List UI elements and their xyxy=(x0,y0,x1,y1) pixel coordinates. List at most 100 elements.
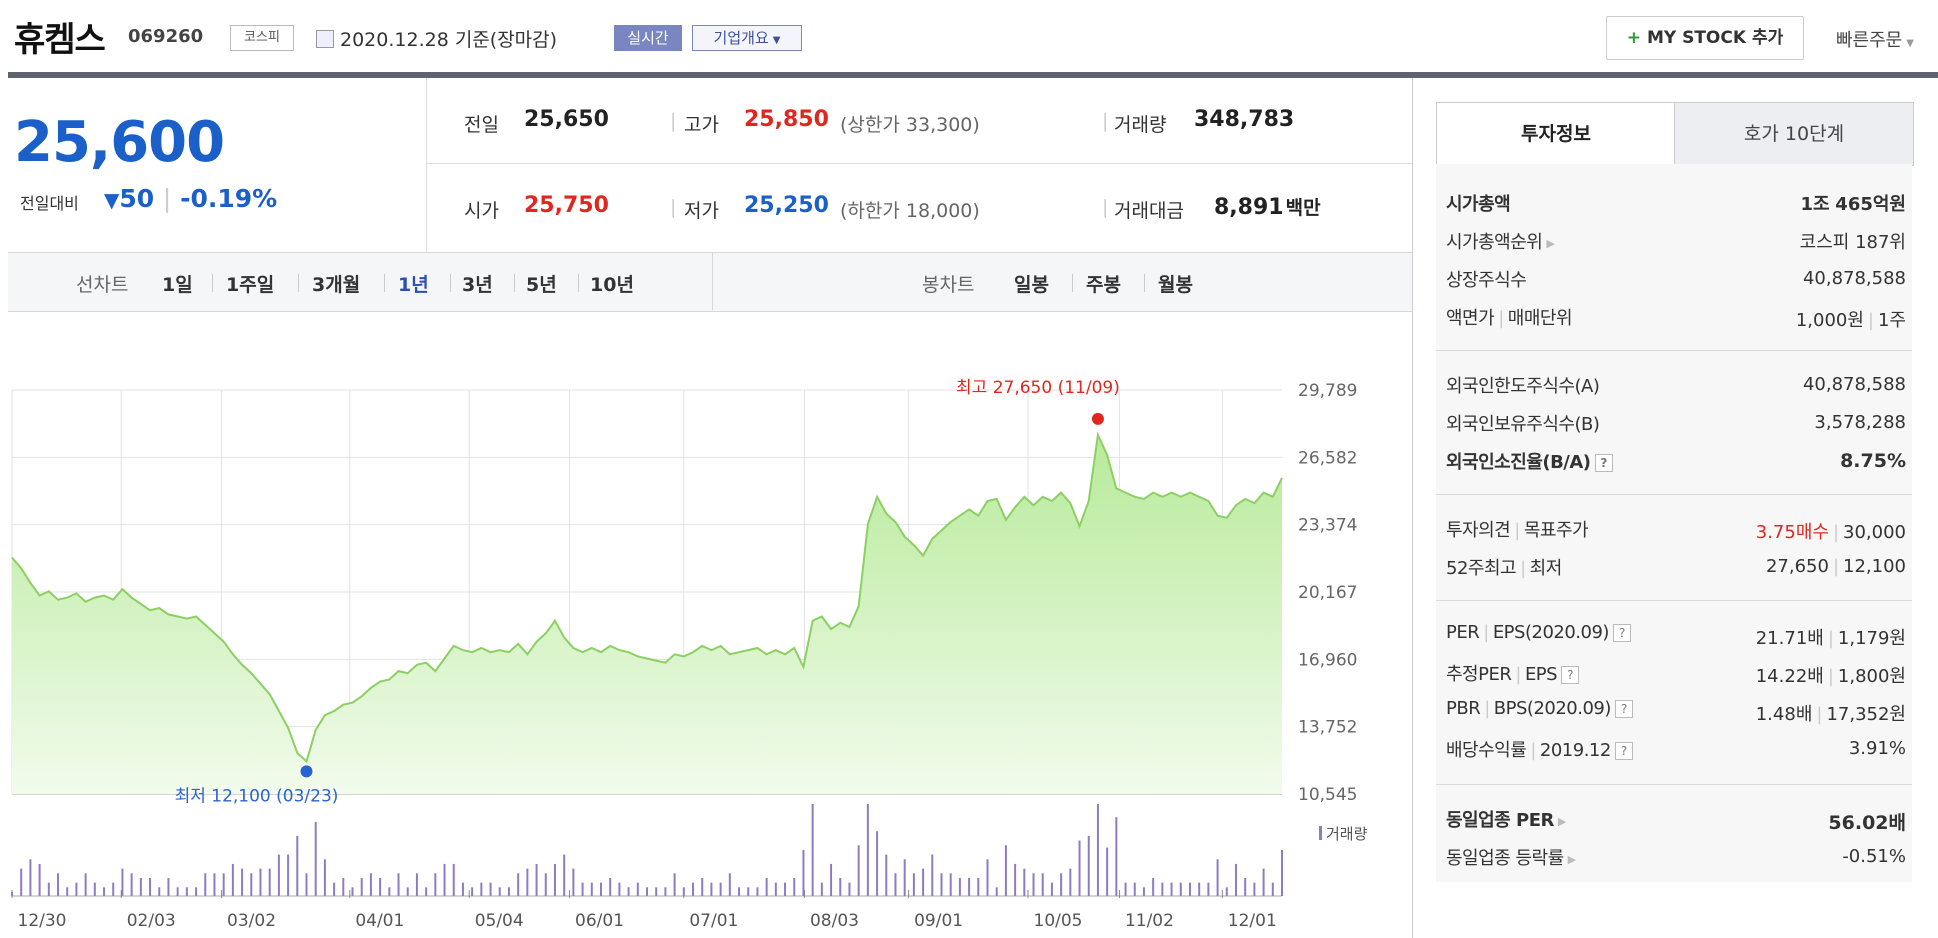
plus-icon: + xyxy=(1626,28,1642,48)
invest-info-body xyxy=(1436,164,1912,882)
volume-bar xyxy=(480,882,483,896)
volume-bar xyxy=(314,821,317,896)
high-value: 25,850 xyxy=(744,107,829,132)
volume-bar xyxy=(553,863,556,896)
divider xyxy=(1436,784,1912,785)
help-icon[interactable]: ? xyxy=(1594,454,1613,472)
eper-value: 14.22배 xyxy=(1755,666,1824,687)
volume-legend-swatch xyxy=(1319,826,1322,840)
volume-bar xyxy=(204,873,207,896)
base-date: 2020.12.28 기준(장마감) xyxy=(340,29,558,51)
volume-bar xyxy=(406,887,409,896)
realtime-button[interactable]: 실시간 xyxy=(614,25,682,51)
foreign-hold-label: 외국인보유주식수(B) xyxy=(1446,414,1600,435)
stock-code: 069260 xyxy=(128,26,204,47)
market-cap-rank-link[interactable]: 시가총액순위 ▶ xyxy=(1446,228,1555,254)
volume-bar xyxy=(526,868,529,896)
prev-close-value: 25,650 xyxy=(524,107,609,132)
volume-bar xyxy=(581,882,584,896)
volume-bar xyxy=(517,873,520,896)
add-mystock-label: MY STOCK 추가 xyxy=(1646,28,1784,48)
x-tick-label: 05/04 xyxy=(475,911,524,931)
volume-bar xyxy=(949,873,952,896)
tab-1year[interactable]: 1년 xyxy=(398,274,429,296)
tab-3years[interactable]: 3년 xyxy=(462,274,493,296)
tab-1day[interactable]: 1일 xyxy=(162,274,193,296)
separator xyxy=(298,274,299,292)
eeps-value: 1,800원 xyxy=(1837,666,1906,687)
quick-order-label: 빠른주문 xyxy=(1836,30,1903,51)
volume-bar xyxy=(268,868,271,896)
eper-label: 추정PER xyxy=(1446,664,1512,685)
help-icon[interactable]: ? xyxy=(1614,742,1633,760)
volume-bar xyxy=(1106,847,1109,896)
volume-bar xyxy=(1198,882,1201,896)
x-tick-label: 07/01 xyxy=(689,911,738,931)
volume-bar xyxy=(866,804,869,896)
volume-bar xyxy=(802,849,805,896)
sector-per-value: 56.02배 xyxy=(1828,812,1906,834)
separator: | xyxy=(1832,522,1840,543)
corp-overview-dropdown[interactable]: 기업개요 ▼ xyxy=(692,25,802,51)
tab-monthly-candle[interactable]: 월봉 xyxy=(1158,274,1193,296)
volume-bar xyxy=(1078,840,1081,896)
separator xyxy=(212,274,213,292)
volume-bar xyxy=(259,868,262,896)
volume-bar xyxy=(599,882,602,896)
volume-bar xyxy=(1050,882,1053,896)
sector-per-link[interactable]: 동일업종 PER ▶ xyxy=(1446,806,1566,832)
help-icon[interactable]: ? xyxy=(1561,666,1580,684)
separator: | xyxy=(1102,196,1109,218)
volume-bar xyxy=(498,887,501,896)
volume-bar xyxy=(719,882,722,896)
volume-bar xyxy=(342,877,345,896)
volume-bar xyxy=(103,887,106,896)
eper-values: 14.22배 | 1,800원 xyxy=(1756,662,1906,688)
market-cap-eok: 465 xyxy=(1835,194,1873,215)
y-tick-label: 29,789 xyxy=(1298,381,1357,401)
tab-invest-info[interactable]: 투자정보 xyxy=(1436,102,1676,165)
sector-rate-link[interactable]: 동일업종 등락률 ▶ xyxy=(1446,844,1576,870)
separator: | xyxy=(1867,310,1874,331)
tab-3months[interactable]: 3개월 xyxy=(312,274,361,296)
separator: | xyxy=(1515,664,1521,685)
volume-bar xyxy=(710,882,713,896)
volume-bar xyxy=(857,845,860,896)
shares-value: 40,878,588 xyxy=(1802,268,1906,289)
volume-bar xyxy=(756,887,759,896)
separator: | xyxy=(1483,622,1489,643)
volume-bar xyxy=(618,882,621,896)
dividend-year: 2019.12 xyxy=(1539,740,1611,761)
trade-unit-label: 매매단위 xyxy=(1507,308,1573,329)
volume-bar xyxy=(434,873,437,896)
volume-bar xyxy=(139,877,142,896)
tab-daily-candle[interactable]: 일봉 xyxy=(1014,274,1049,296)
tab-10years[interactable]: 10년 xyxy=(590,274,634,296)
price-chart[interactable]: 29,789 26,582 23,374 20,167 16,960 13,752 10,5… xyxy=(0,360,1412,938)
volume-bar xyxy=(747,887,750,896)
chart-tab-bar xyxy=(8,252,1412,312)
tab-weekly-candle[interactable]: 주봉 xyxy=(1086,274,1121,296)
volume-bar xyxy=(590,882,593,896)
volume-bar xyxy=(784,882,787,896)
volume-bar xyxy=(977,877,980,896)
open-value: 25,750 xyxy=(524,193,609,218)
w52-values: 27,650 | 12,100 xyxy=(1766,556,1906,577)
volume-bar xyxy=(563,854,566,896)
tab-orderbook-10[interactable]: 호가 10단계 xyxy=(1674,102,1914,166)
quick-order-dropdown[interactable]: 빠른주문 ▼ xyxy=(1836,26,1914,52)
opinion-labels: 투자의견 | 목표주가 xyxy=(1446,516,1589,542)
help-icon[interactable]: ? xyxy=(1612,624,1631,642)
x-tick-label: 06/01 xyxy=(575,911,624,931)
volume-bar xyxy=(1133,882,1136,896)
dividend-label: 배당수익률 xyxy=(1446,740,1527,761)
volume-bar xyxy=(839,877,842,896)
opinion-values: 3.75매수 | 30,000 xyxy=(1756,518,1906,544)
help-icon[interactable]: ? xyxy=(1614,700,1633,718)
add-mystock-button[interactable]: + MY STOCK 추가 xyxy=(1606,16,1804,60)
tab-5years[interactable]: 5년 xyxy=(526,274,557,296)
volume-bar xyxy=(627,887,630,896)
tab-1week[interactable]: 1주일 xyxy=(226,274,275,296)
x-tick-label: 09/01 xyxy=(914,911,963,931)
amount-number: 8,891 xyxy=(1214,195,1284,220)
